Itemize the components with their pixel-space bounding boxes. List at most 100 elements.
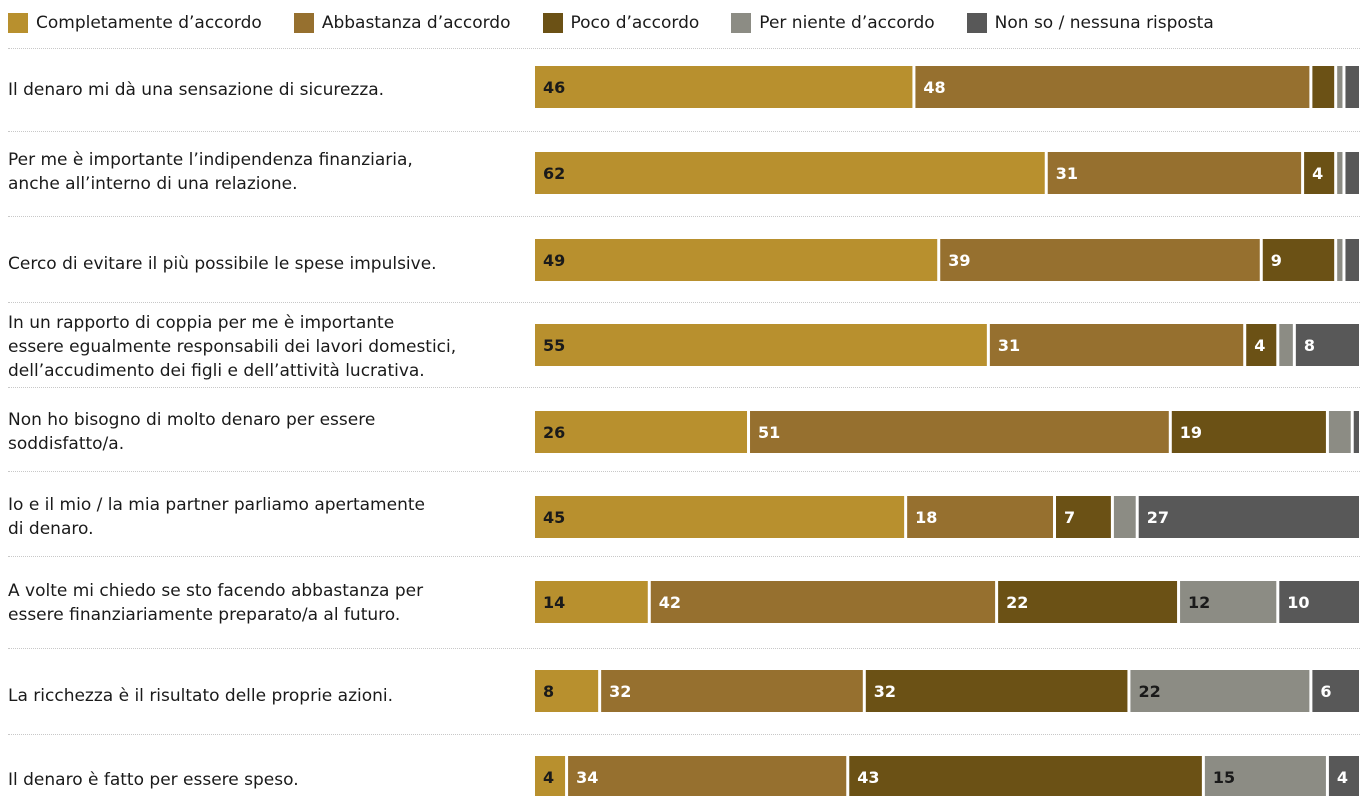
bar-segment-non-so-row-4 bbox=[1295, 324, 1359, 366]
legend-item-completamente: Completamente d’accordo bbox=[8, 13, 262, 33]
bar-segment-per-niente-row-5 bbox=[1328, 411, 1351, 453]
row-label-6: Io e il mio / la mia partner parliamo ap… bbox=[8, 495, 425, 539]
data-label-completamente-row-5: 26 bbox=[543, 423, 565, 442]
data-label-non-so-row-9: 4 bbox=[1337, 768, 1348, 787]
bar-segment-non-so-row-5 bbox=[1353, 411, 1359, 453]
legend-label-poco: Poco d’accordo bbox=[570, 13, 700, 33]
bar-segment-abbastanza-row-1 bbox=[915, 66, 1310, 108]
data-label-completamente-row-3: 49 bbox=[543, 251, 565, 270]
bar-segment-per-niente-row-6 bbox=[1113, 496, 1136, 538]
bar-segment-non-so-row-2 bbox=[1345, 152, 1359, 194]
row-label-7: A volte mi chiedo se sto facendo abbasta… bbox=[8, 581, 424, 625]
data-label-non-so-row-8: 6 bbox=[1320, 682, 1331, 701]
legend-item-non-so: Non so / nessuna risposta bbox=[966, 13, 1214, 33]
data-label-per-niente-row-9: 15 bbox=[1213, 768, 1235, 787]
row-label-3: Cerco di evitare il più possibile le spe… bbox=[8, 254, 437, 274]
bar-segment-poco-row-4 bbox=[1246, 324, 1277, 366]
bar-segment-completamente-row-1 bbox=[535, 66, 913, 108]
bar-segment-non-so-row-8 bbox=[1312, 670, 1359, 712]
data-label-abbastanza-row-4: 31 bbox=[998, 336, 1020, 355]
bar-segment-abbastanza-row-8 bbox=[601, 670, 863, 712]
data-label-non-so-row-6: 27 bbox=[1147, 508, 1169, 527]
bar-segment-completamente-row-6 bbox=[535, 496, 905, 538]
row-separator bbox=[8, 648, 1360, 649]
legend-swatch-poco bbox=[542, 13, 563, 33]
bar-segment-abbastanza-row-4 bbox=[989, 324, 1244, 366]
data-label-abbastanza-row-3: 39 bbox=[948, 251, 970, 270]
legend-swatch-non-so bbox=[966, 13, 987, 33]
row-label-8: La ricchezza è il risultato delle propri… bbox=[8, 686, 394, 706]
bar-segment-completamente-row-8 bbox=[535, 670, 599, 712]
row-label-4: In un rapporto di coppia per me è import… bbox=[8, 313, 457, 381]
row-separator bbox=[8, 48, 1360, 49]
row-label-2: Per me è importante l’indipendenza finan… bbox=[8, 150, 413, 194]
legend-item-poco: Poco d’accordo bbox=[542, 13, 700, 33]
legend-item-abbastanza: Abbastanza d’accordo bbox=[293, 13, 511, 33]
data-label-completamente-row-4: 55 bbox=[543, 336, 565, 355]
legend-item-per-niente: Per niente d’accordo bbox=[731, 13, 935, 33]
data-label-completamente-row-6: 45 bbox=[543, 508, 565, 527]
legend-swatch-abbastanza bbox=[293, 13, 314, 33]
bar-segment-non-so-row-7 bbox=[1279, 581, 1359, 623]
bar-segment-non-so-row-1 bbox=[1345, 66, 1359, 108]
bar-segment-non-so-row-9 bbox=[1328, 756, 1359, 796]
bar-segment-per-niente-row-3 bbox=[1337, 239, 1343, 281]
data-label-abbastanza-row-7: 42 bbox=[659, 593, 681, 612]
bar-segment-poco-row-1 bbox=[1312, 66, 1335, 108]
data-label-completamente-row-7: 14 bbox=[543, 593, 565, 612]
row-separator bbox=[8, 131, 1360, 132]
data-label-non-so-row-4: 8 bbox=[1304, 336, 1315, 355]
row-separator bbox=[8, 556, 1360, 557]
bar-segment-poco-row-5 bbox=[1171, 411, 1326, 453]
legend-label-non-so: Non so / nessuna risposta bbox=[994, 13, 1214, 33]
data-label-poco-row-5: 19 bbox=[1180, 423, 1202, 442]
legend-label-per-niente: Per niente d’accordo bbox=[759, 13, 935, 33]
bar-segment-poco-row-6 bbox=[1056, 496, 1111, 538]
bar-segment-poco-row-9 bbox=[849, 756, 1202, 796]
bar-segment-abbastanza-row-7 bbox=[650, 581, 996, 623]
row-label-5: Non ho bisogno di molto denaro per esser… bbox=[8, 410, 376, 454]
bar-segment-poco-row-3 bbox=[1262, 239, 1335, 281]
data-label-completamente-row-9: 4 bbox=[543, 768, 554, 787]
bar-segment-completamente-row-2 bbox=[535, 152, 1045, 194]
row-separator bbox=[8, 471, 1360, 472]
data-label-poco-row-9: 43 bbox=[857, 768, 879, 787]
row-separator bbox=[8, 302, 1360, 303]
bar-segment-completamente-row-5 bbox=[535, 411, 748, 453]
data-label-non-so-row-7: 10 bbox=[1287, 593, 1309, 612]
data-label-poco-row-7: 22 bbox=[1006, 593, 1028, 612]
data-label-poco-row-3: 9 bbox=[1271, 251, 1282, 270]
bar-segment-poco-row-2 bbox=[1304, 152, 1335, 194]
data-label-poco-row-8: 32 bbox=[874, 682, 896, 701]
bar-segment-poco-row-7 bbox=[998, 581, 1178, 623]
chart-legend: Completamente d’accordo Abbastanza d’acc… bbox=[8, 10, 1214, 36]
data-label-abbastanza-row-2: 31 bbox=[1056, 164, 1078, 183]
row-label-9: Il denaro è fatto per essere speso. bbox=[8, 770, 299, 790]
bar-segment-per-niente-row-8 bbox=[1130, 670, 1310, 712]
data-label-poco-row-4: 4 bbox=[1254, 336, 1265, 355]
bar-segment-abbastanza-row-3 bbox=[940, 239, 1260, 281]
data-label-abbastanza-row-6: 18 bbox=[915, 508, 937, 527]
bar-segment-per-niente-row-2 bbox=[1337, 152, 1343, 194]
row-separator bbox=[8, 216, 1360, 217]
bar-segment-completamente-row-7 bbox=[535, 581, 648, 623]
data-label-per-niente-row-7: 12 bbox=[1188, 593, 1210, 612]
bar-segment-per-niente-row-1 bbox=[1337, 66, 1343, 108]
row-separator bbox=[8, 387, 1360, 388]
bar-segment-poco-row-8 bbox=[865, 670, 1128, 712]
row-label-1: Il denaro mi dà una sensazione di sicure… bbox=[8, 80, 385, 100]
bar-segment-abbastanza-row-6 bbox=[907, 496, 1054, 538]
data-label-completamente-row-8: 8 bbox=[543, 682, 554, 701]
data-label-abbastanza-row-9: 34 bbox=[576, 768, 598, 787]
legend-label-abbastanza: Abbastanza d’accordo bbox=[321, 13, 511, 33]
data-label-abbastanza-row-5: 51 bbox=[758, 423, 780, 442]
bar-segment-completamente-row-4 bbox=[535, 324, 987, 366]
bar-segment-abbastanza-row-2 bbox=[1047, 152, 1302, 194]
data-label-per-niente-row-8: 22 bbox=[1138, 682, 1160, 701]
legend-swatch-per-niente bbox=[731, 13, 752, 33]
bar-segment-per-niente-row-4 bbox=[1279, 324, 1293, 366]
data-label-poco-row-2: 4 bbox=[1312, 164, 1323, 183]
bar-segment-non-so-row-6 bbox=[1138, 496, 1359, 538]
data-label-poco-row-6: 7 bbox=[1064, 508, 1075, 527]
